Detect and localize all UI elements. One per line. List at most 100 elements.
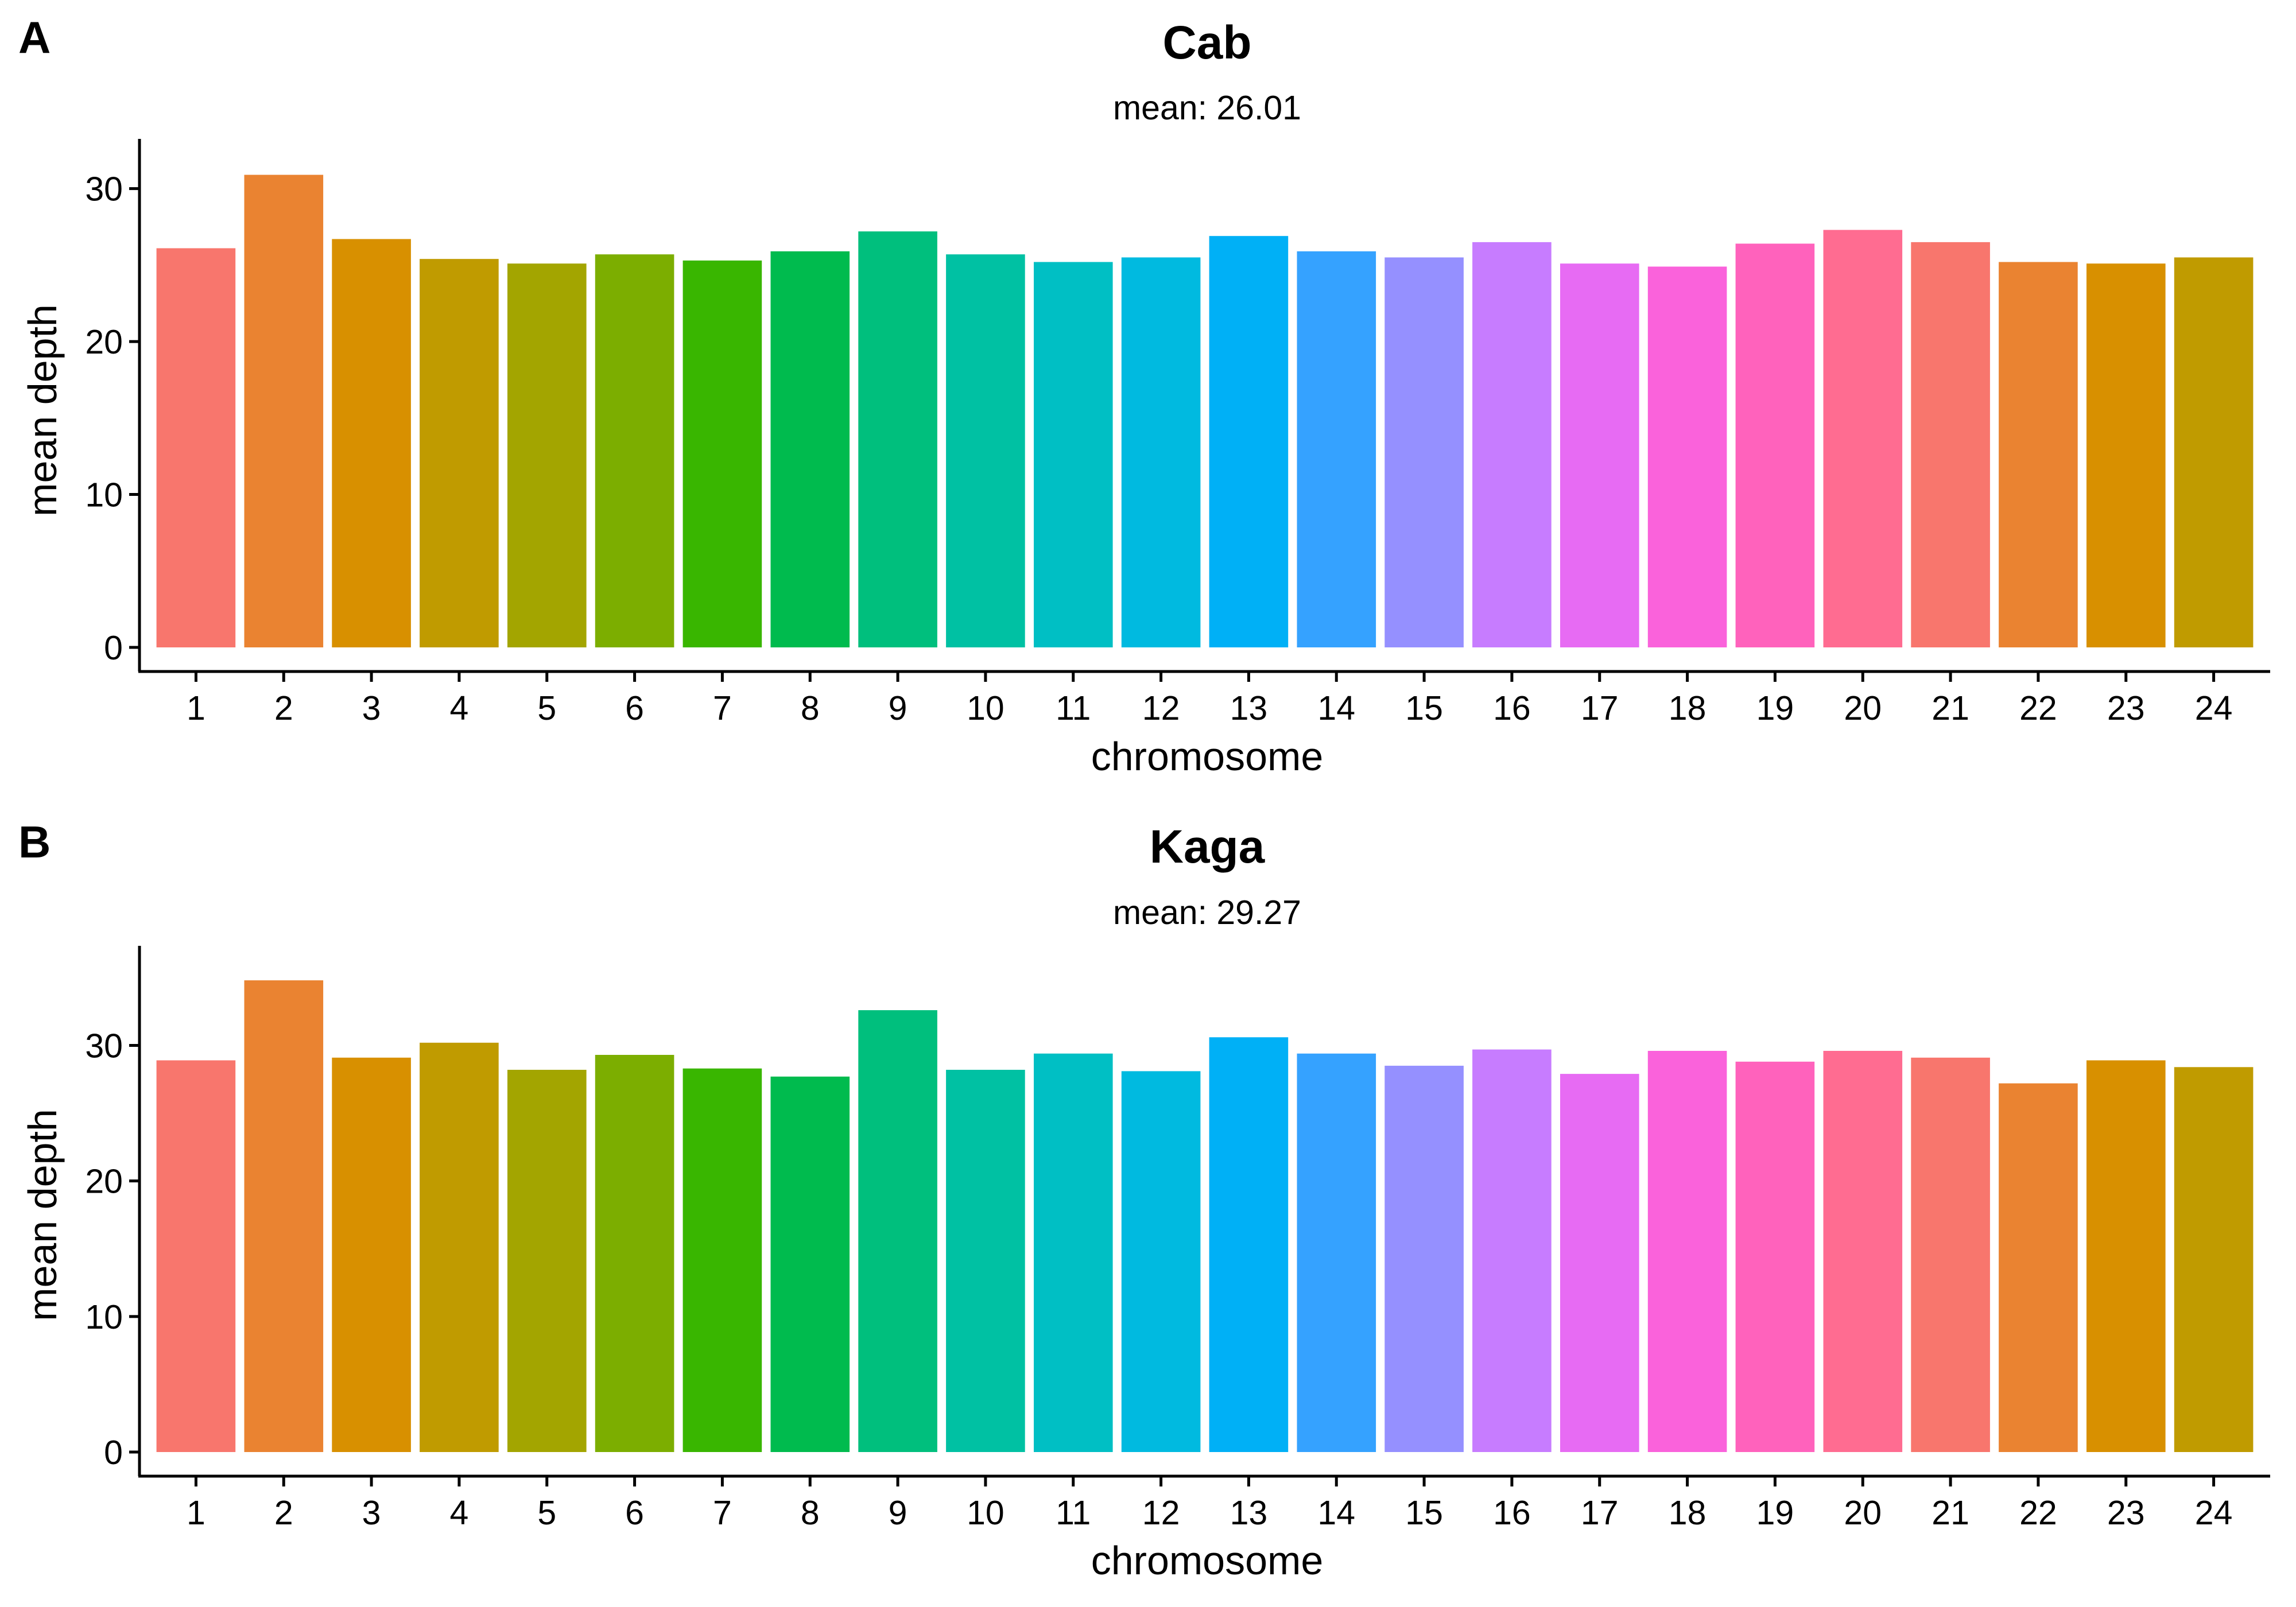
panel-b-x-tick-label: 19 (1756, 1494, 1794, 1532)
panel-a-x-tick-label: 8 (801, 689, 820, 727)
panel-b-bar-chr-21 (1911, 1057, 1990, 1452)
panel-b-x-tick-label: 12 (1142, 1494, 1180, 1532)
panel-a-title: Cab (1163, 17, 1252, 69)
panel-b-subtitle: mean: 29.27 (1113, 894, 1301, 931)
panel-b-x-tick-label: 6 (625, 1494, 644, 1532)
panel-a-bar-chr-22 (1999, 262, 2078, 647)
panel-a-y-tick-label: 0 (104, 629, 123, 667)
panel-b-bar-chr-17 (1560, 1074, 1639, 1452)
panel-b-bar-chr-2 (244, 980, 324, 1452)
panel-b-title: Kaga (1150, 821, 1266, 873)
panel-b-bar-chr-20 (1823, 1051, 1903, 1452)
panel-b-x-tick-label: 11 (1056, 1494, 1091, 1532)
panel-a-x-tick-label: 4 (450, 689, 469, 727)
panel-b-x-tick-label: 8 (801, 1494, 820, 1532)
panel-a-x-tick-label: 11 (1056, 689, 1091, 727)
panel-b-x-tick-label: 24 (2195, 1494, 2233, 1532)
panel-a-x-tick-label: 9 (889, 689, 907, 727)
panel-a-x-tick-label: 10 (967, 689, 1004, 727)
panel-a-tag: A (18, 12, 51, 63)
panel-b-y-tick-label: 0 (104, 1434, 123, 1472)
panel-a-bar-chr-7 (682, 260, 762, 647)
panel-a-x-tick-label: 22 (2019, 689, 2057, 727)
panel-b-y-tick-label: 20 (85, 1163, 123, 1201)
panel-b-bar-chr-6 (595, 1055, 674, 1452)
panel-b-bar-chr-1 (156, 1060, 236, 1452)
panel-b-bar-chr-10 (946, 1070, 1025, 1452)
panel-a-bar-chr-3 (332, 239, 411, 647)
panel-a-y-tick-label: 20 (85, 323, 123, 361)
panel-b-bar-chr-8 (770, 1076, 850, 1452)
panel-b-x-tick-label: 13 (1230, 1494, 1268, 1532)
panel-a-bar-chr-15 (1384, 257, 1464, 647)
panel-b-bar-chr-12 (1121, 1071, 1201, 1452)
panel-a-bar-chr-19 (1735, 243, 1815, 647)
panel-b-bar-chr-23 (2086, 1060, 2166, 1452)
panel-a-bar-chr-9 (858, 231, 937, 647)
panel-b-bar-chr-15 (1384, 1065, 1464, 1452)
panel-a-x-tick-label: 24 (2195, 689, 2233, 727)
panel-b-bar-chr-14 (1297, 1053, 1376, 1452)
panel-a-bar-chr-24 (2174, 257, 2254, 647)
panel-a-bar-chr-23 (2086, 263, 2166, 647)
panel-b-y-tick-label: 30 (85, 1027, 123, 1065)
panel-a-x-tick-label: 5 (537, 689, 556, 727)
panel-a-y-axis-label: mean depth (20, 304, 65, 517)
panel-a-x-tick-label: 18 (1669, 689, 1707, 727)
panel-a-bar-chr-5 (507, 263, 587, 647)
panel-b-x-tick-label: 9 (889, 1494, 907, 1532)
panel-a-bar-chr-21 (1911, 242, 1990, 647)
panel-a-bar-chr-6 (595, 254, 674, 647)
panel-b-bar-chr-4 (420, 1042, 499, 1452)
panel-a-bar-chr-20 (1823, 230, 1903, 648)
panel-a-x-tick-label: 23 (2107, 689, 2145, 727)
panel-b-x-tick-label: 7 (713, 1494, 732, 1532)
panel-a-bar-chr-10 (946, 254, 1025, 647)
panel-a-bar-chr-18 (1647, 266, 1727, 647)
panel-a-x-axis-label: chromosome (1091, 734, 1324, 779)
panel-b-bar-chr-19 (1735, 1061, 1815, 1452)
panel-b-x-tick-label: 2 (274, 1494, 293, 1532)
panel-a-x-tick-label: 14 (1317, 689, 1355, 727)
panel-b-x-tick-label: 18 (1669, 1494, 1707, 1532)
panel-b-bar-chr-24 (2174, 1067, 2254, 1452)
panel-a-bar-chr-1 (156, 248, 236, 647)
panel-a-bar-chr-13 (1209, 236, 1289, 647)
panel-a-bar-chr-12 (1121, 257, 1201, 647)
panel-a-bar-chr-14 (1297, 251, 1376, 647)
panel-b-x-tick-label: 21 (1932, 1494, 1969, 1532)
panel-b-y-tick-label: 10 (85, 1298, 123, 1336)
panel-b-bar-chr-9 (858, 1010, 937, 1452)
panel-b-x-tick-label: 17 (1581, 1494, 1619, 1532)
panel-b-bar-chr-3 (332, 1057, 411, 1452)
panel-a-x-tick-label: 21 (1932, 689, 1969, 727)
panel-b-bar-chr-18 (1647, 1051, 1727, 1452)
panel-b-x-tick-label: 20 (1844, 1494, 1882, 1532)
panel-b-bar-chr-7 (682, 1068, 762, 1452)
panel-a-bar-chr-2 (244, 174, 324, 648)
panel-a-x-tick-label: 19 (1756, 689, 1794, 727)
panel-a-x-tick-label: 13 (1230, 689, 1268, 727)
panel-b-x-tick-label: 14 (1317, 1494, 1355, 1532)
panel-b-x-tick-label: 4 (450, 1494, 469, 1532)
panel-b-x-tick-label: 5 (537, 1494, 556, 1532)
panel-a-y-tick-label: 30 (85, 170, 123, 208)
panel-a-bar-chr-17 (1560, 263, 1639, 647)
panel-a-x-tick-label: 17 (1581, 689, 1619, 727)
panel-a-x-tick-label: 20 (1844, 689, 1882, 727)
panel-b-y-axis-label: mean depth (20, 1109, 65, 1321)
panel-a-bar-chr-4 (420, 259, 499, 647)
panel-b-bar-chr-11 (1034, 1053, 1113, 1452)
panel-b-x-tick-label: 15 (1405, 1494, 1443, 1532)
panel-a-x-tick-label: 2 (274, 689, 293, 727)
panel-a-x-tick-label: 7 (713, 689, 732, 727)
panel-a-x-tick-label: 1 (187, 689, 205, 727)
panel-b-x-axis-label: chromosome (1091, 1538, 1324, 1583)
panel-a-x-tick-label: 16 (1493, 689, 1531, 727)
panel-b-x-tick-label: 10 (967, 1494, 1004, 1532)
panel-a-x-tick-label: 3 (362, 689, 381, 727)
